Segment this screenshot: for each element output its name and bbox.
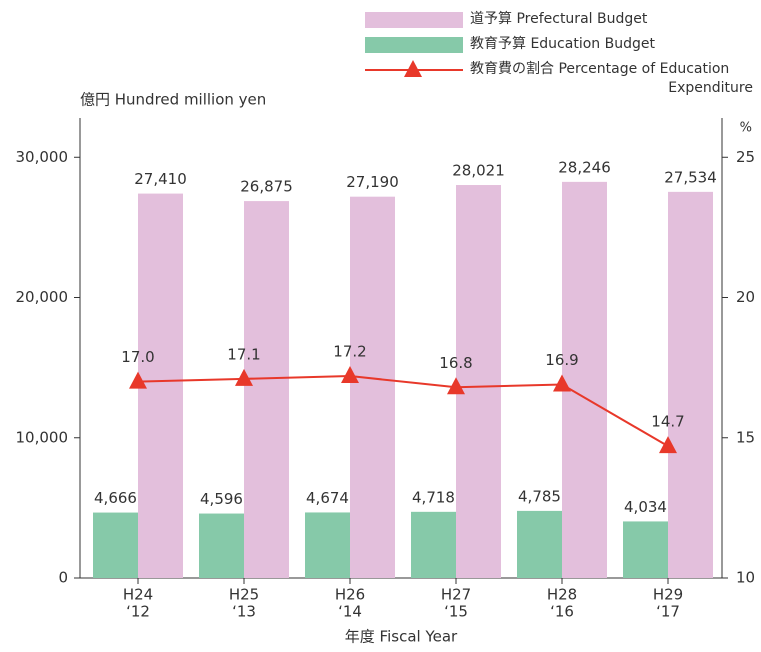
bar [305, 512, 350, 578]
data-label: 27,410 [134, 170, 187, 188]
x-tick-label: ‘15 [444, 603, 468, 621]
marker [659, 436, 677, 454]
x-tick-label: H28 [547, 586, 577, 604]
bar [244, 201, 289, 578]
line [137, 375, 669, 448]
bar [456, 185, 501, 578]
data-label: 4,718 [412, 488, 455, 506]
x-tick-label: ‘16 [550, 603, 574, 621]
data-label: 26,875 [240, 178, 293, 196]
x-tick-label: H26 [335, 586, 365, 604]
bar [517, 510, 562, 578]
legend-label: 教育費の割合 Percentage of Education Expenditu… [470, 61, 753, 96]
legend-marker [404, 60, 422, 77]
data-label: 27,190 [346, 173, 399, 191]
x-tick-label: ‘12 [126, 603, 150, 621]
data-label: 16.9 [545, 351, 578, 369]
y-tick-label: 20,000 [16, 288, 69, 306]
marker [235, 368, 253, 386]
x-tick-label: H27 [441, 586, 471, 604]
legend-swatch [365, 37, 463, 53]
y2-tick-label: 25 [736, 148, 755, 166]
y2-tick-label: 20 [736, 288, 755, 306]
y2-tick-label: 15 [736, 428, 755, 446]
x-tick-label: H29 [653, 586, 683, 604]
y2-axis-label: % [740, 121, 752, 136]
data-label: 4,034 [624, 498, 667, 516]
bar [138, 193, 183, 578]
marker [341, 366, 359, 384]
data-label: 28,021 [452, 162, 505, 180]
bar [199, 513, 244, 578]
x-tick-label: H24 [123, 586, 153, 604]
bar [350, 196, 395, 579]
y2-tick-label: 10 [736, 569, 755, 587]
y-tick-label: 30,000 [16, 148, 69, 166]
legend-swatch [365, 12, 463, 28]
bar [411, 511, 456, 578]
data-label: 14.7 [651, 413, 684, 431]
data-label: 4,596 [200, 490, 243, 508]
x-tick-label: ‘13 [232, 603, 256, 621]
marker [129, 371, 147, 389]
y-tick-label: 0 [58, 569, 68, 587]
y-axis-label: 億円 Hundred million yen [80, 91, 266, 109]
bar [93, 512, 138, 578]
data-label: 27,534 [664, 168, 717, 186]
data-label: 17.1 [227, 345, 260, 363]
marker [447, 377, 465, 395]
legend-label: 教育予算 Education Budget [470, 36, 655, 52]
x-tick-label: ‘14 [338, 603, 362, 621]
x-axis-label: 年度 Fiscal Year [345, 628, 458, 646]
bar [562, 181, 607, 579]
bar [623, 521, 668, 578]
data-label: 16.8 [439, 354, 472, 372]
data-label: 17.2 [333, 343, 366, 361]
x-tick-label: H25 [229, 586, 259, 604]
data-label: 17.0 [121, 348, 154, 366]
x-tick-label: ‘17 [656, 603, 680, 621]
marker [553, 374, 571, 392]
data-label: 4,666 [94, 489, 137, 507]
bar [668, 191, 713, 579]
data-label: 4,785 [518, 487, 561, 505]
data-label: 28,246 [558, 158, 611, 176]
legend-label: 道予算 Prefectural Budget [470, 11, 648, 27]
y-tick-label: 10,000 [16, 428, 69, 446]
data-label: 4,674 [306, 489, 349, 507]
